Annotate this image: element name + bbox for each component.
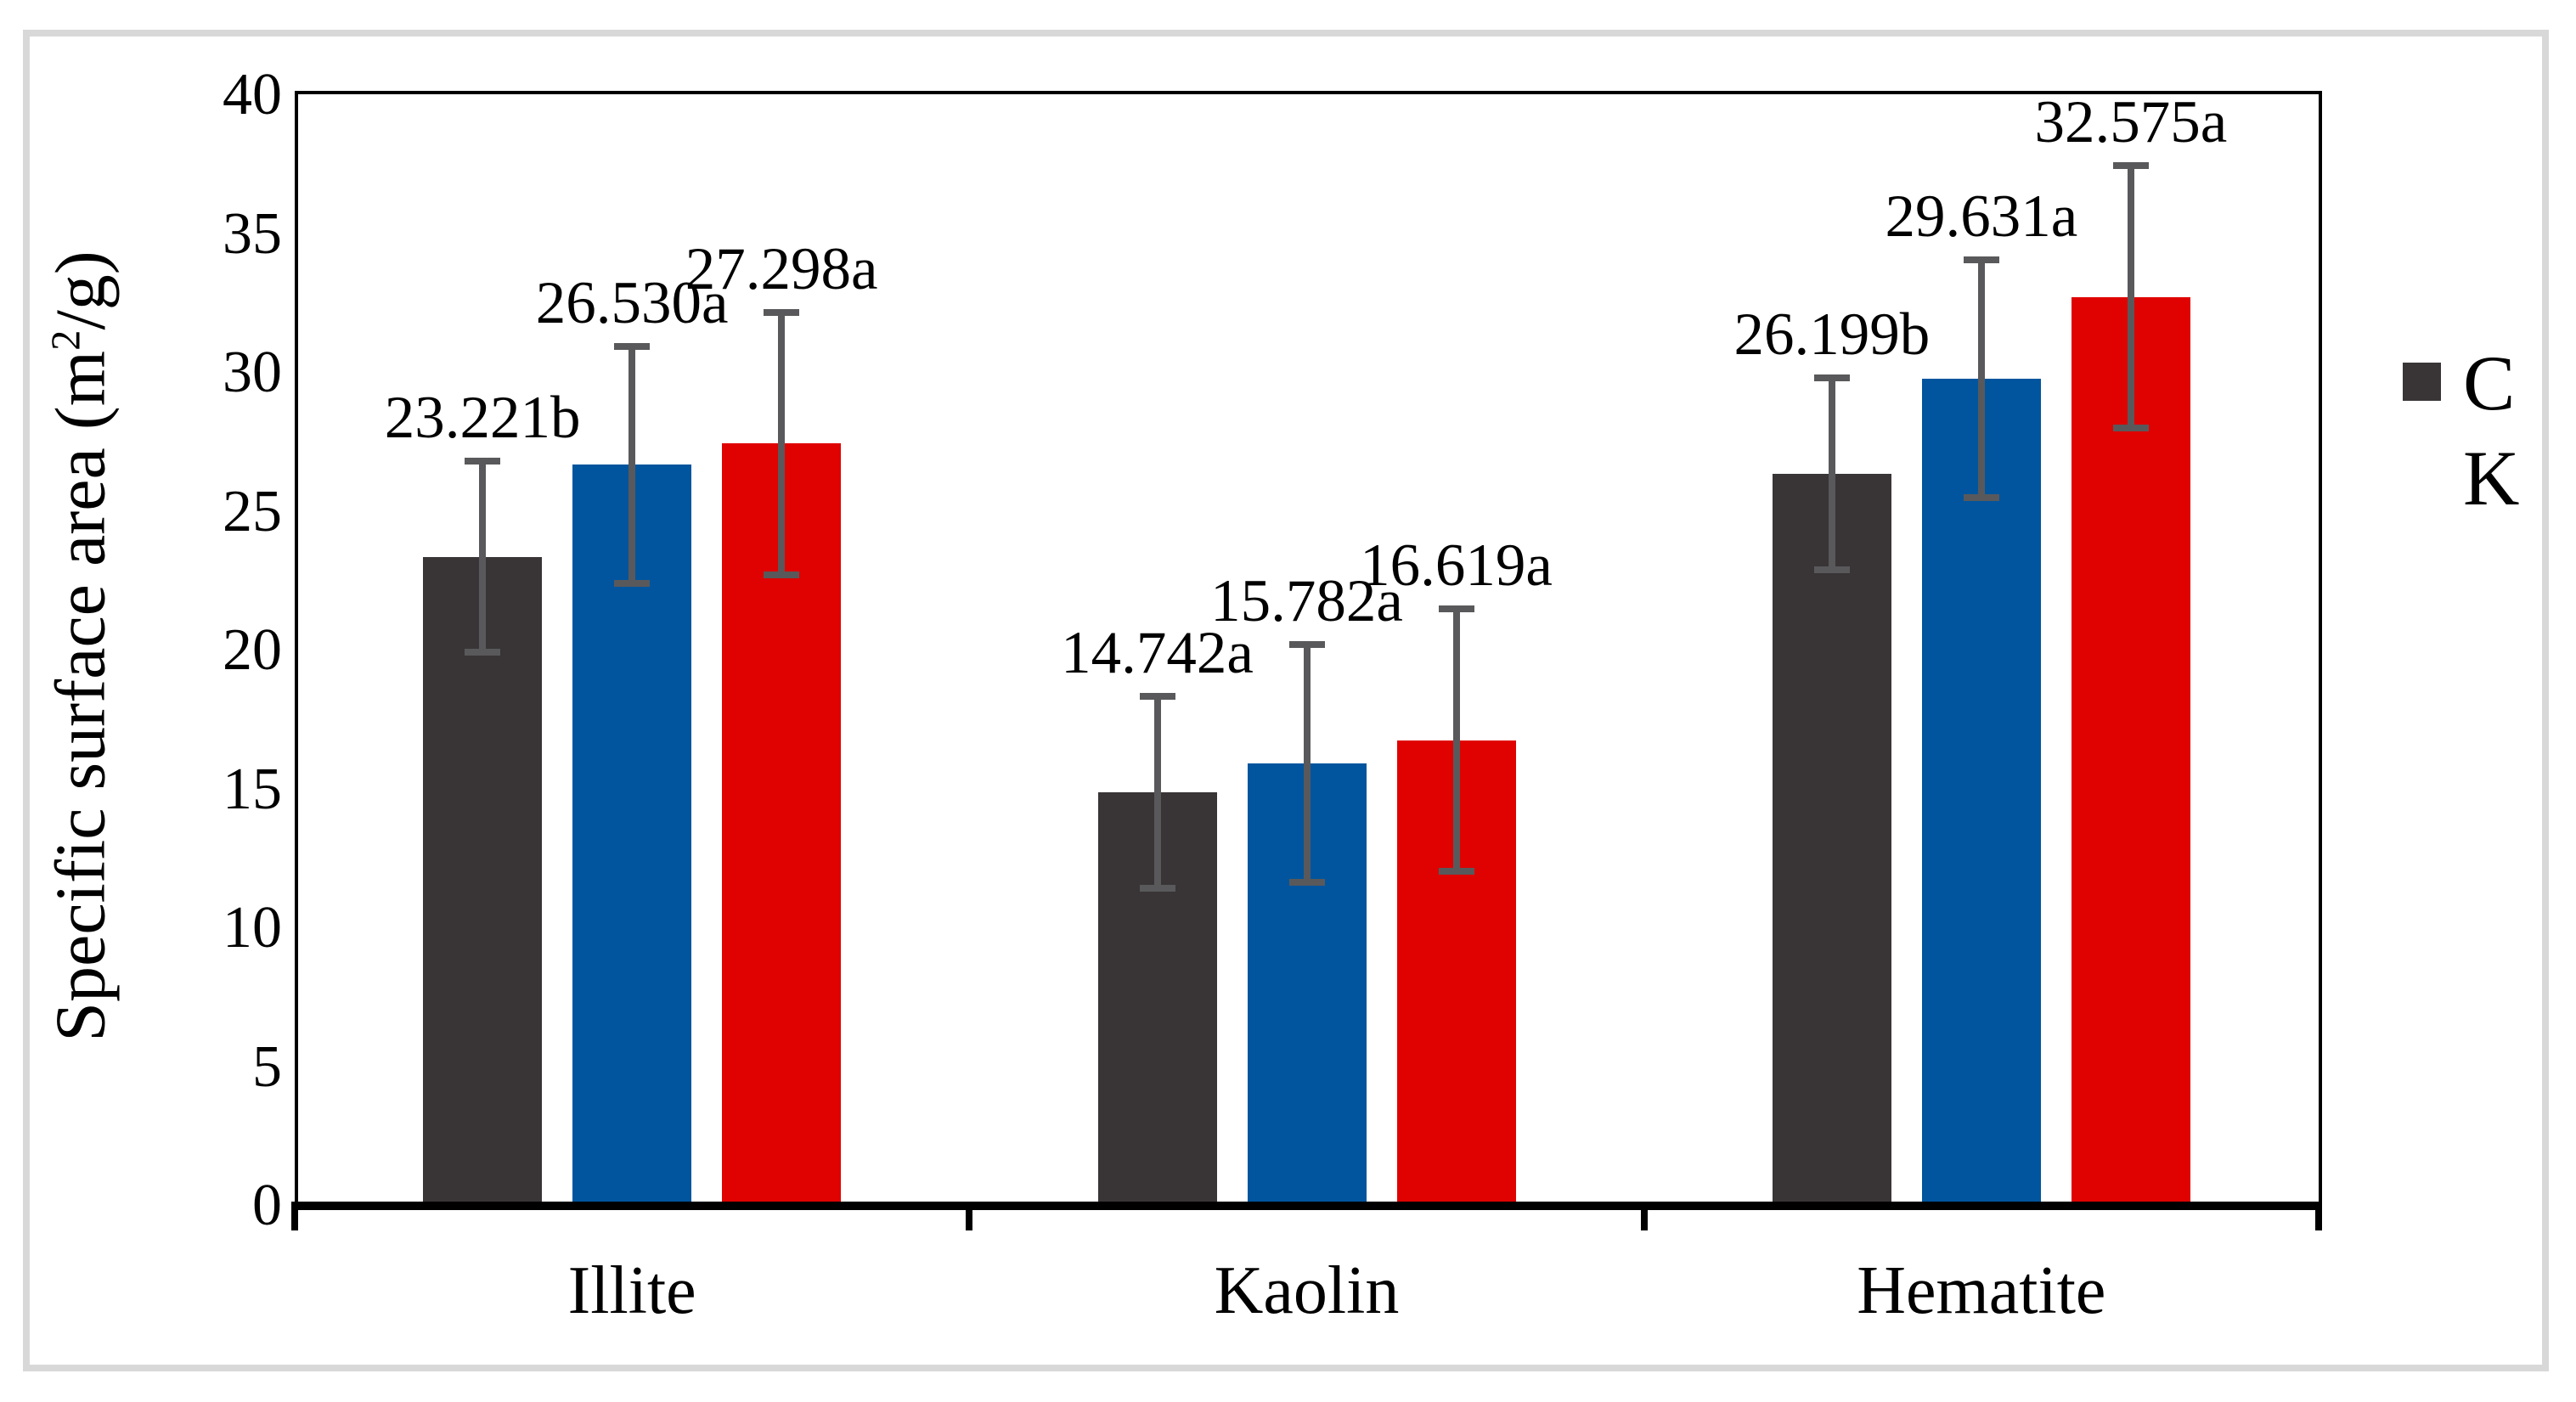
data-label: 15.782a xyxy=(1210,568,1403,635)
data-label: 26.530a xyxy=(535,269,729,336)
figure-border xyxy=(23,30,2549,1371)
error-bar-line xyxy=(1452,609,1460,871)
error-bar-cap-top xyxy=(1139,693,1175,701)
error-bar-cap-bottom xyxy=(1963,493,1999,501)
error-bar-cap-bottom xyxy=(465,649,501,656)
error-bar-cap-top xyxy=(1438,605,1474,613)
error-bar-line xyxy=(628,346,636,584)
error-bar-cap-bottom xyxy=(2112,425,2149,432)
data-label: 29.631a xyxy=(1885,183,2078,251)
plot-area xyxy=(295,91,2322,1202)
error-bar-cap-top xyxy=(614,342,651,350)
error-bar-line xyxy=(1977,260,1985,498)
x-axis-tick xyxy=(1640,1202,1648,1230)
error-bar-cap-bottom xyxy=(764,571,800,578)
error-bar-cap-bottom xyxy=(614,580,651,588)
error-bar-cap-top xyxy=(1813,374,1850,382)
error-bar-cap-top xyxy=(764,309,800,316)
x-axis-line xyxy=(295,1202,2322,1210)
error-bar-line xyxy=(479,460,487,653)
y-axis-title-superscript: 2 xyxy=(42,329,89,351)
error-bar-cap-top xyxy=(1963,256,1999,264)
bar xyxy=(1772,474,1891,1202)
error-bar-line xyxy=(778,312,786,575)
error-bar-cap-top xyxy=(2112,162,2149,170)
error-bar-cap-bottom xyxy=(1139,884,1175,892)
data-label: 26.199b xyxy=(1733,301,1931,369)
x-category-label: Kaolin xyxy=(1214,1253,1400,1328)
data-label: 27.298a xyxy=(685,236,878,302)
error-bar-cap-bottom xyxy=(1288,878,1325,886)
legend-label-line2: K xyxy=(2463,435,2520,521)
data-label: 14.742a xyxy=(1061,620,1254,687)
error-bar-cap-top xyxy=(1288,641,1325,649)
bar xyxy=(2071,296,2190,1202)
y-tick-label: 15 xyxy=(223,756,282,822)
y-tick-label: 35 xyxy=(223,200,282,267)
x-axis-tick xyxy=(2315,1202,2322,1230)
error-bar-cap-top xyxy=(465,457,501,465)
y-tick-label: 40 xyxy=(223,62,282,127)
data-label: 32.575a xyxy=(2034,89,2228,156)
error-bar-line xyxy=(1828,378,1835,571)
y-tick-label: 20 xyxy=(223,617,282,683)
y-tick-label: 5 xyxy=(252,1033,282,1100)
error-bar-line xyxy=(2127,166,2134,429)
x-category-label: Illite xyxy=(567,1253,696,1328)
bar xyxy=(1921,379,2041,1202)
y-tick-label: 25 xyxy=(223,478,282,544)
data-label: 23.221b xyxy=(384,384,581,451)
error-bar-cap-bottom xyxy=(1813,566,1850,574)
y-tick-label: 30 xyxy=(223,340,282,405)
legend-label-line1: C xyxy=(2463,340,2516,426)
error-bar-cap-bottom xyxy=(1438,867,1474,875)
legend-marker xyxy=(2403,363,2441,401)
error-bar-line xyxy=(1303,645,1311,882)
y-tick-label: 0 xyxy=(252,1173,282,1238)
x-axis-tick xyxy=(966,1202,973,1230)
data-label: 16.619a xyxy=(1360,532,1553,600)
error-bar-line xyxy=(1153,696,1161,888)
x-category-label: Hematite xyxy=(1857,1253,2106,1328)
y-tick-label: 10 xyxy=(223,895,282,960)
bar xyxy=(423,556,543,1202)
x-axis-tick xyxy=(291,1202,298,1230)
bar xyxy=(572,465,692,1202)
